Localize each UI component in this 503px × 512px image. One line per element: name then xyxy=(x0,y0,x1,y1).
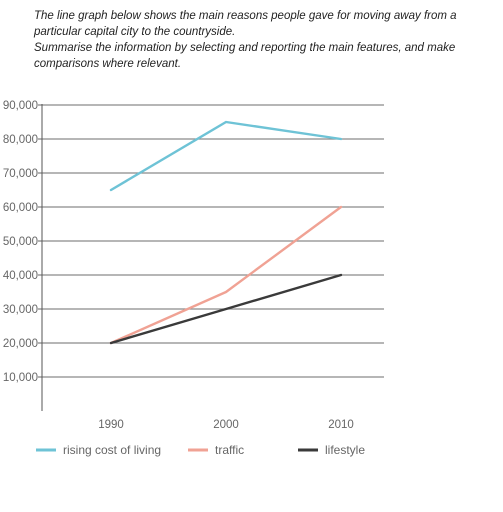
legend: rising cost of living traffic lifestyle xyxy=(36,443,365,457)
series-lines xyxy=(109,120,343,345)
y-tick-label: 90,000 xyxy=(3,100,38,112)
y-tick-label: 20,000 xyxy=(3,338,38,350)
prompt-line-3: Summarise the information by selecting a… xyxy=(34,42,456,54)
x-tick-label: 1990 xyxy=(98,419,124,431)
y-tick-label: 30,000 xyxy=(3,304,38,316)
legend-label: rising cost of living xyxy=(63,443,161,457)
y-tick-label: 70,000 xyxy=(3,168,38,180)
legend-label: traffic xyxy=(215,443,244,457)
y-tick-label: 50,000 xyxy=(3,236,38,248)
prompt-line-1: The line graph below shows the main reas… xyxy=(34,10,457,22)
task-prompt: The line graph below shows the main reas… xyxy=(34,8,494,72)
series-line-traffic xyxy=(109,205,343,345)
series-line-lifestyle xyxy=(109,273,343,345)
series-line-rising-cost-of-living xyxy=(109,120,343,192)
x-tick-label: 2010 xyxy=(328,419,354,431)
y-tick-label: 80,000 xyxy=(3,134,38,146)
x-tick-label: 2000 xyxy=(213,419,239,431)
grid-lines xyxy=(38,104,384,378)
prompt-line-2: particular capital city to the countrysi… xyxy=(34,26,236,38)
legend-label: lifestyle xyxy=(325,443,365,457)
y-tick-labels: 10,000 20,000 30,000 40,000 50,000 60,000 70,0… xyxy=(3,100,38,384)
y-tick-label: 60,000 xyxy=(3,202,38,214)
y-tick-label: 10,000 xyxy=(3,372,38,384)
prompt-line-4: comparisons where relevant. xyxy=(34,58,182,70)
x-tick-labels: 1990 2000 2010 xyxy=(98,419,354,431)
y-tick-label: 40,000 xyxy=(3,270,38,282)
